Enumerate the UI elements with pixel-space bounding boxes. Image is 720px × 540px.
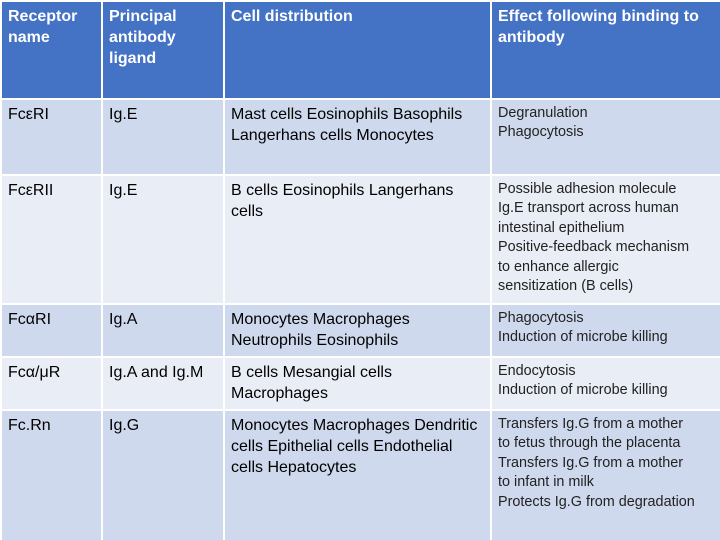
table-body: FcεRI Ig.E Mast cells Eosinophils Basoph… (0, 98, 720, 540)
effect-line: sensitization (B cells) (498, 278, 634, 295)
table-row: Fcα/μR Ig.A and Ig.M B cells Mesangial c… (0, 356, 720, 411)
table-row: FcαRI Ig.A Monocytes Macrophages Neutrop… (0, 303, 720, 358)
effect-line: to enhance allergic (498, 258, 619, 275)
table-row: FcεRI Ig.E Mast cells Eosinophils Basoph… (0, 98, 720, 176)
ligand-cell: Ig.A and Ig.M (101, 356, 225, 411)
header-receptor-name: Receptor name (0, 0, 103, 100)
ligand-cell: Ig.E (101, 174, 225, 305)
receptor-cell: FcεRII (0, 174, 103, 305)
receptor-cell: Fcα/μR (0, 356, 103, 411)
effect-line: Transfers Ig.G from a mother (498, 454, 683, 471)
header-cell-distribution: Cell distribution (223, 0, 492, 100)
cell-distribution-cell: B cells Eosinophils Langerhans cells (223, 174, 492, 305)
effect-cell: Endocytosis Induction of microbe killing (490, 356, 720, 411)
effect-line: Positive-feedback mechanism (498, 239, 690, 256)
ligand-cell: Ig.G (101, 409, 225, 540)
effect-line: Induction of microbe killing (498, 329, 668, 346)
effect-line: Possible adhesion molecule (498, 181, 677, 197)
ligand-cell: Ig.A (101, 303, 225, 358)
receptor-cell: Fc.Rn (0, 409, 103, 540)
receptor-cell: FcαRI (0, 303, 103, 358)
effect-cell: Possible adhesion molecule Ig.E transpor… (490, 174, 720, 305)
header-row: Receptor name Principal antibody ligand … (0, 0, 720, 100)
table-row: Fc.Rn Ig.G Monocytes Macrophages Dendrit… (0, 409, 720, 540)
header-effect: Effect following binding to antibody (490, 0, 720, 100)
effect-line: Protects Ig.G from degradation (498, 493, 695, 510)
effect-line: to fetus through the placenta (498, 435, 681, 452)
cell-distribution-cell: Monocytes Macrophages Dendritic cells Ep… (223, 409, 492, 540)
ligand-cell: Ig.E (101, 98, 225, 176)
effect-line: Phagocytosis (498, 310, 584, 326)
table-header: Receptor name Principal antibody ligand … (0, 0, 720, 100)
cell-distribution-cell: Mast cells Eosinophils Basophils Langerh… (223, 98, 492, 176)
effect-line: Degranulation (498, 105, 588, 121)
effect-cell: Transfers Ig.G from a mother to fetus th… (490, 409, 720, 540)
effect-cell: Degranulation Phagocytosis (490, 98, 720, 176)
effect-line: Induction of microbe killing (498, 382, 668, 399)
effect-line: Ig.E transport across human (498, 200, 679, 217)
header-principal-ligand: Principal antibody ligand (101, 0, 225, 100)
table-row: FcεRII Ig.E B cells Eosinophils Langerha… (0, 174, 720, 305)
effect-line: intestinal epithelium (498, 219, 625, 236)
effect-line: Transfers Ig.G from a mother (498, 416, 683, 432)
effect-line: Endocytosis (498, 363, 576, 379)
effect-line: to infant in milk (498, 474, 594, 491)
effect-cell: Phagocytosis Induction of microbe killin… (490, 303, 720, 358)
cell-distribution-cell: Monocytes Macrophages Neutrophils Eosino… (223, 303, 492, 358)
cell-distribution-cell: B cells Mesangial cells Macrophages (223, 356, 492, 411)
effect-line: Phagocytosis (498, 124, 584, 141)
receptor-cell: FcεRI (0, 98, 103, 176)
